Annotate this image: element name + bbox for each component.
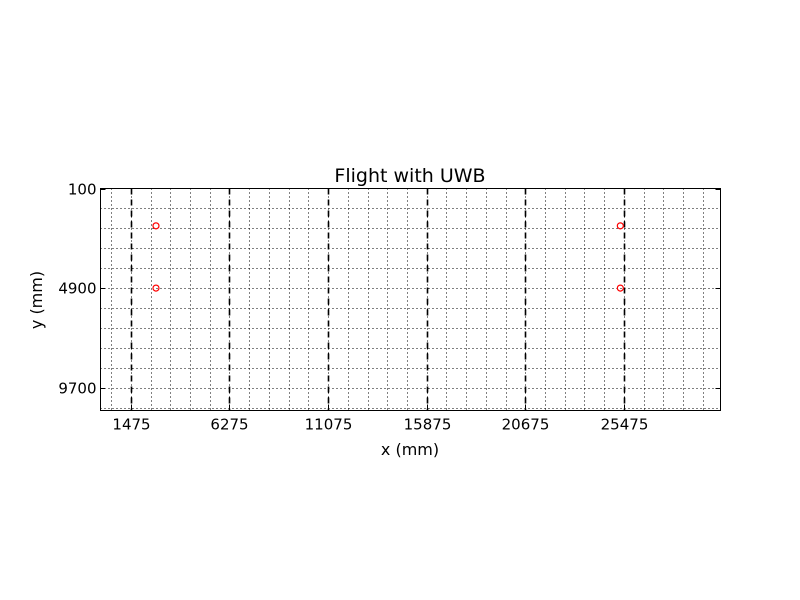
y-tick-label: 100 <box>68 181 97 199</box>
y-axis-label: y (mm) <box>27 271 46 329</box>
data-point <box>616 284 624 292</box>
x-tick-label: 20675 <box>502 416 550 434</box>
y-tick-label: 4900 <box>58 280 96 298</box>
data-point <box>616 222 624 230</box>
data-point <box>152 222 160 230</box>
y-tick-label: 9700 <box>58 380 96 398</box>
x-tick-label: 11075 <box>305 416 353 434</box>
data-point <box>152 284 160 292</box>
x-tick-label: 15875 <box>404 416 452 434</box>
x-tick-label: 1475 <box>112 416 150 434</box>
plot-frame <box>100 188 721 411</box>
data-points <box>152 222 624 292</box>
y-axis-ticks: 100 4900 9700 <box>58 181 721 398</box>
grid-lines <box>100 188 721 411</box>
x-tick-label: 25475 <box>601 416 649 434</box>
chart-title: Flight with UWB <box>334 165 485 187</box>
x-axis-ticks: 1475 6275 11075 15875 20675 25475 <box>112 188 649 434</box>
x-axis-label: x (mm) <box>381 440 439 459</box>
major-vertical-lines <box>130 188 626 411</box>
x-tick-label: 6275 <box>210 416 248 434</box>
